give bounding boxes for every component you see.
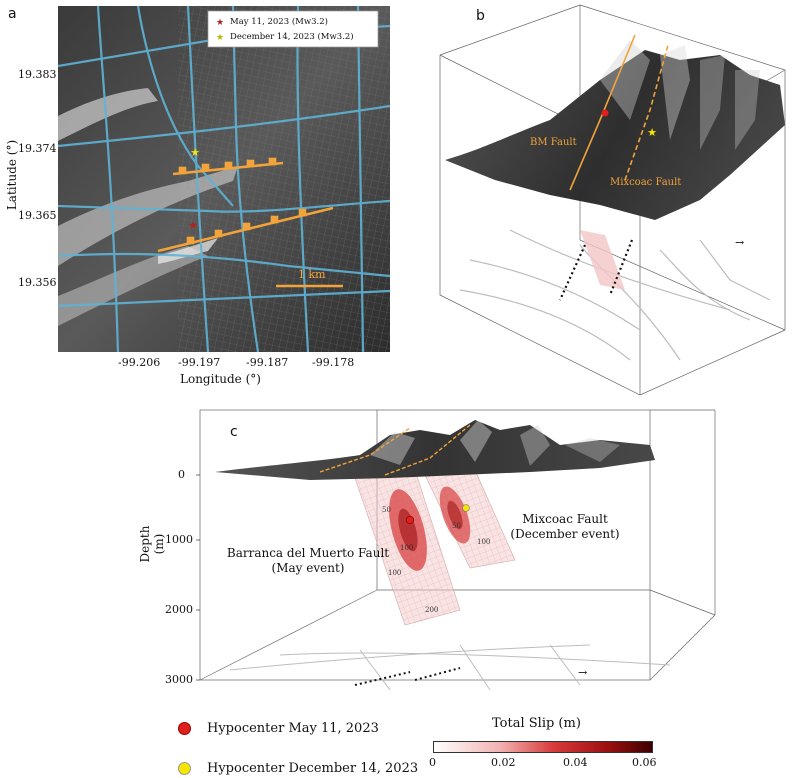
may-hypocenter-c xyxy=(405,515,415,525)
panel-a-xlabel: Longitude (°) xyxy=(180,372,261,386)
mixcoac-fault-annotation: Mixcoac Fault (December event) xyxy=(500,512,630,542)
ytick-19356: 19.356 xyxy=(18,276,57,289)
legend-star-may-icon: ★ xyxy=(216,18,224,28)
panel-a-letter: a xyxy=(8,6,17,22)
panel-a-map-svg: 1 km ★ ★ ★ May 11, 2023 (Mw3.2) ★ Decemb… xyxy=(57,5,391,353)
legend-item-december: Hypocenter December 14, 2023 xyxy=(178,758,418,778)
ytick-19383: 19.383 xyxy=(18,68,57,81)
contour-label-6: 200 xyxy=(425,606,438,614)
north-arrow-c-icon: → xyxy=(578,666,587,679)
legend-may: May 11, 2023 (Mw3.2) xyxy=(230,16,328,27)
depth-tick-2000: 2000 xyxy=(165,603,193,616)
xtick-99178: -99.178 xyxy=(312,356,355,369)
depth-tick-1000: 1000 xyxy=(165,533,193,546)
colorbar xyxy=(433,741,653,753)
contour-label-3: 50 xyxy=(452,522,461,530)
contour-label-5: 100 xyxy=(388,569,401,577)
depth-tick-3000: 3000 xyxy=(165,673,193,686)
colorbar-tick-0: 0 xyxy=(429,756,436,769)
red-dot-icon xyxy=(178,721,191,735)
legend-december-hypocenter: Hypocenter December 14, 2023 xyxy=(207,760,419,776)
panel-a-ylabel: Latitude (°) xyxy=(5,139,19,211)
panel-c-ylabel: Depth (m) xyxy=(138,525,166,563)
mixcoac-fault-name: Mixcoac Fault xyxy=(522,512,608,526)
xtick-99197: -99.197 xyxy=(178,356,221,369)
scale-bar-label: 1 km xyxy=(298,268,326,281)
colorbar-tick-002: 0.02 xyxy=(491,756,516,769)
xtick-99187: -99.187 xyxy=(246,356,289,369)
hypocenter-legend: Hypocenter May 11, 2023 Hypocenter Decem… xyxy=(178,718,418,778)
legend-may-hypocenter: Hypocenter May 11, 2023 xyxy=(207,720,379,736)
panel-b-letter: b xyxy=(476,8,485,24)
mixcoac-fault-label-b: Mixcoac Fault xyxy=(610,177,681,188)
bm-fault-name: Barranca del Muerto Fault xyxy=(226,546,390,560)
bm-fault-annotation: Barranca del Muerto Fault (May event) xyxy=(218,546,398,576)
xtick-99206: -99.206 xyxy=(118,356,161,369)
north-arrow-b-icon: → xyxy=(735,236,744,249)
ytick-19365: 19.365 xyxy=(18,209,57,222)
december-star-icon: ★ xyxy=(190,146,200,159)
depth-tick-0: 0 xyxy=(178,468,185,481)
panel-a-map: 1 km ★ ★ ★ May 11, 2023 (Mw3.2) ★ Decemb… xyxy=(57,5,391,353)
legend-item-may: Hypocenter May 11, 2023 xyxy=(178,718,418,738)
panel-c-letter: c xyxy=(230,424,238,440)
december-star-b-icon: ★ xyxy=(647,126,657,139)
bm-fault-label: BM Fault xyxy=(530,137,577,148)
colorbar-tick-004: 0.04 xyxy=(563,756,588,769)
panel-a-legend: ★ May 11, 2023 (Mw3.2) ★ December 14, 20… xyxy=(207,10,379,48)
ytick-19374: 19.374 xyxy=(18,142,57,155)
contour-label-1: 50 xyxy=(382,506,391,514)
legend-december: December 14, 2023 (Mw3.2) xyxy=(230,31,354,42)
may-star-icon: ★ xyxy=(188,219,198,232)
panel-c-3d-view: → 50 100 50 100 100 200 xyxy=(196,409,716,691)
december-hypocenter-c xyxy=(462,504,470,512)
contour-label-4: 100 xyxy=(477,538,490,546)
panel-b-3d-view: → ★ BM Fault Mixcoac Fault xyxy=(439,4,786,396)
contour-label-2: 100 xyxy=(400,544,413,552)
mixcoac-fault-event: (December event) xyxy=(510,527,620,541)
bm-fault-event: (May event) xyxy=(271,561,345,575)
yellow-dot-icon xyxy=(178,761,191,775)
may-hypocenter-b xyxy=(601,109,609,117)
colorbar-tick-006: 0.06 xyxy=(632,756,657,769)
legend-star-december-icon: ★ xyxy=(216,33,224,43)
colorbar-title: Total Slip (m) xyxy=(492,716,581,731)
